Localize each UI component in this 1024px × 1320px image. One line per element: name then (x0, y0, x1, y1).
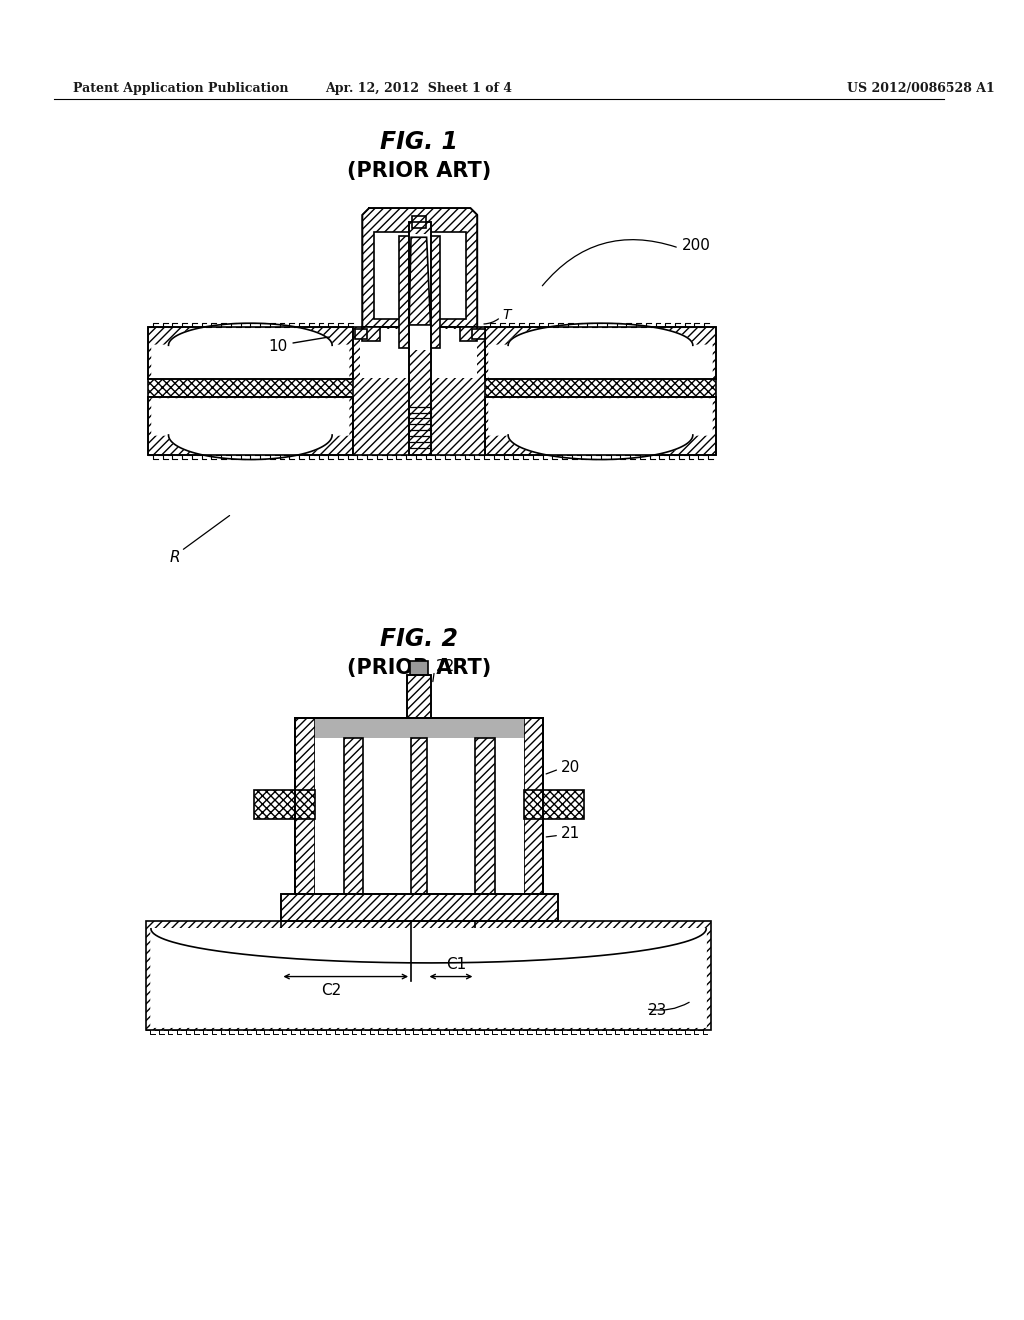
Text: 20: 20 (561, 759, 581, 775)
Bar (374, 232, 466, 319)
Bar (409, 222, 430, 455)
Bar (485, 397, 716, 455)
Bar (524, 718, 544, 894)
Polygon shape (152, 323, 349, 378)
Bar (362, 327, 380, 341)
Bar (460, 327, 477, 341)
Text: R: R (170, 550, 180, 565)
Text: 10: 10 (268, 339, 287, 354)
Bar (352, 327, 485, 455)
Text: Apr. 12, 2012  Sheet 1 of 4: Apr. 12, 2012 Sheet 1 of 4 (326, 82, 512, 95)
Text: 200: 200 (682, 238, 711, 252)
Bar (524, 789, 585, 818)
Text: FIG. 1: FIG. 1 (380, 129, 458, 154)
Polygon shape (151, 929, 707, 1027)
Text: T: T (503, 308, 511, 322)
Bar (148, 397, 352, 455)
Text: C2: C2 (322, 982, 341, 998)
Bar (485, 327, 716, 379)
Bar (485, 327, 716, 379)
Text: (PRIOR ART): (PRIOR ART) (347, 161, 490, 181)
Bar (485, 397, 716, 455)
Bar (360, 329, 477, 378)
Bar (408, 675, 430, 718)
Polygon shape (409, 238, 430, 325)
Bar (427, 738, 475, 894)
Polygon shape (488, 399, 712, 459)
Bar (411, 738, 427, 894)
Bar (410, 661, 428, 675)
Text: US 2012/0086528 A1: US 2012/0086528 A1 (848, 82, 995, 95)
Polygon shape (362, 209, 477, 327)
Bar (475, 738, 495, 894)
Text: FIG. 2: FIG. 2 (380, 627, 458, 651)
Bar (148, 397, 352, 455)
Bar (148, 379, 716, 397)
Bar (354, 329, 368, 338)
Text: C1: C1 (445, 957, 466, 973)
Bar (254, 789, 314, 818)
Bar (409, 222, 430, 455)
Bar (295, 718, 544, 894)
Bar (408, 675, 430, 718)
Bar (295, 718, 544, 738)
Bar (148, 327, 352, 379)
Bar (399, 236, 440, 348)
Bar (410, 235, 429, 350)
Bar (412, 216, 426, 227)
Bar (281, 894, 558, 921)
Text: 22: 22 (436, 659, 456, 675)
Text: (PRIOR ART): (PRIOR ART) (347, 657, 490, 677)
Bar (472, 329, 485, 338)
Text: Patent Application Publication: Patent Application Publication (73, 82, 289, 95)
Bar (146, 921, 711, 1030)
Bar (295, 718, 314, 894)
Bar (314, 738, 344, 894)
Bar (148, 327, 352, 379)
Bar (281, 894, 558, 921)
Polygon shape (152, 399, 349, 459)
Bar (314, 718, 524, 738)
Text: 23: 23 (648, 1003, 667, 1018)
Text: 21: 21 (561, 826, 581, 841)
Bar (495, 738, 524, 894)
Polygon shape (488, 323, 712, 378)
Bar (364, 738, 411, 894)
Bar (344, 738, 364, 894)
